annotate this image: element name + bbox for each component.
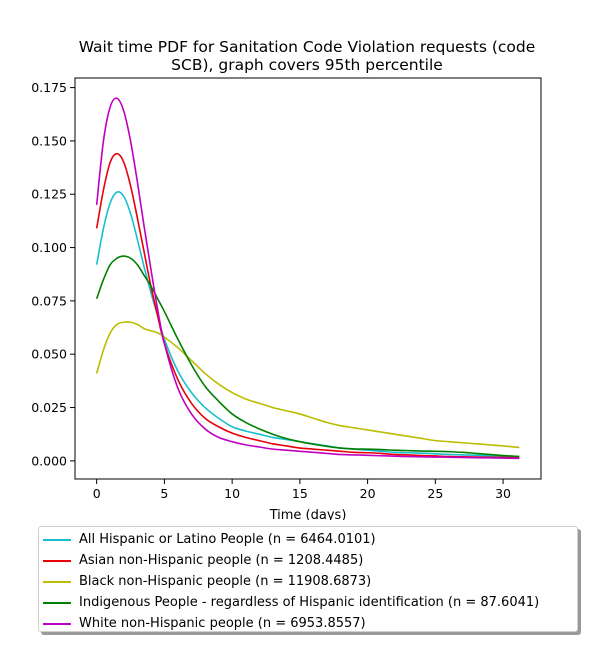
legend: All Hispanic or Latino People (n = 6464.…	[38, 526, 578, 632]
legend-label: All Hispanic or Latino People (n = 6464.…	[79, 532, 376, 547]
x-tick-label: 30	[495, 486, 511, 501]
legend-item: Black non-Hispanic people (n = 11908.687…	[43, 571, 577, 592]
chart-title-line-1: Wait time PDF for Sanitation Code Violat…	[79, 38, 536, 56]
legend-label: Indigenous People - regardless of Hispan…	[79, 595, 540, 610]
x-tick-label: 25	[427, 486, 443, 501]
y-tick-label: 0.000	[31, 453, 67, 468]
x-tick-label: 15	[292, 486, 308, 501]
y-tick-label: 0.150	[31, 133, 67, 148]
y-tick-label: 0.125	[31, 187, 67, 202]
legend-swatch	[43, 559, 71, 562]
series-line-3	[95, 255, 520, 458]
legend-item: White non-Hispanic people (n = 6953.8557…	[43, 613, 577, 634]
y-tick-label: 0.050	[31, 347, 67, 362]
x-tick-label: 10	[224, 486, 240, 501]
legend-swatch	[43, 601, 71, 604]
chart-canvas: Wait time PDF for Sanitation Code Violat…	[31, 38, 542, 520]
x-axis-label: Time (days)	[269, 508, 347, 520]
legend-label: White non-Hispanic people (n = 6953.8557…	[79, 616, 366, 631]
series-line-0	[95, 191, 520, 458]
x-tick-label: 5	[160, 486, 168, 501]
legend-swatch	[43, 580, 71, 583]
series-line-2	[95, 321, 520, 449]
plot-frame	[74, 77, 542, 480]
chart-title-line-2: SCB), graph covers 95th percentile	[171, 56, 443, 74]
legend-swatch	[43, 538, 71, 541]
legend-swatch	[43, 622, 71, 625]
legend-item: Indigenous People - regardless of Hispan…	[43, 592, 577, 613]
x-tick-label: 0	[93, 486, 101, 501]
x-tick-label: 20	[360, 486, 376, 501]
y-tick-label: 0.175	[31, 80, 67, 95]
series-line-4	[95, 97, 520, 460]
legend-label: Asian non-Hispanic people (n = 1208.4485…	[79, 553, 364, 568]
y-tick-label: 0.025	[31, 400, 67, 415]
legend-item: Asian non-Hispanic people (n = 1208.4485…	[43, 550, 577, 571]
legend-item: All Hispanic or Latino People (n = 6464.…	[43, 529, 577, 550]
series-line-1	[95, 152, 520, 459]
legend-label: Black non-Hispanic people (n = 11908.687…	[79, 574, 372, 589]
y-tick-label: 0.075	[31, 293, 67, 308]
y-tick-label: 0.100	[31, 240, 67, 255]
